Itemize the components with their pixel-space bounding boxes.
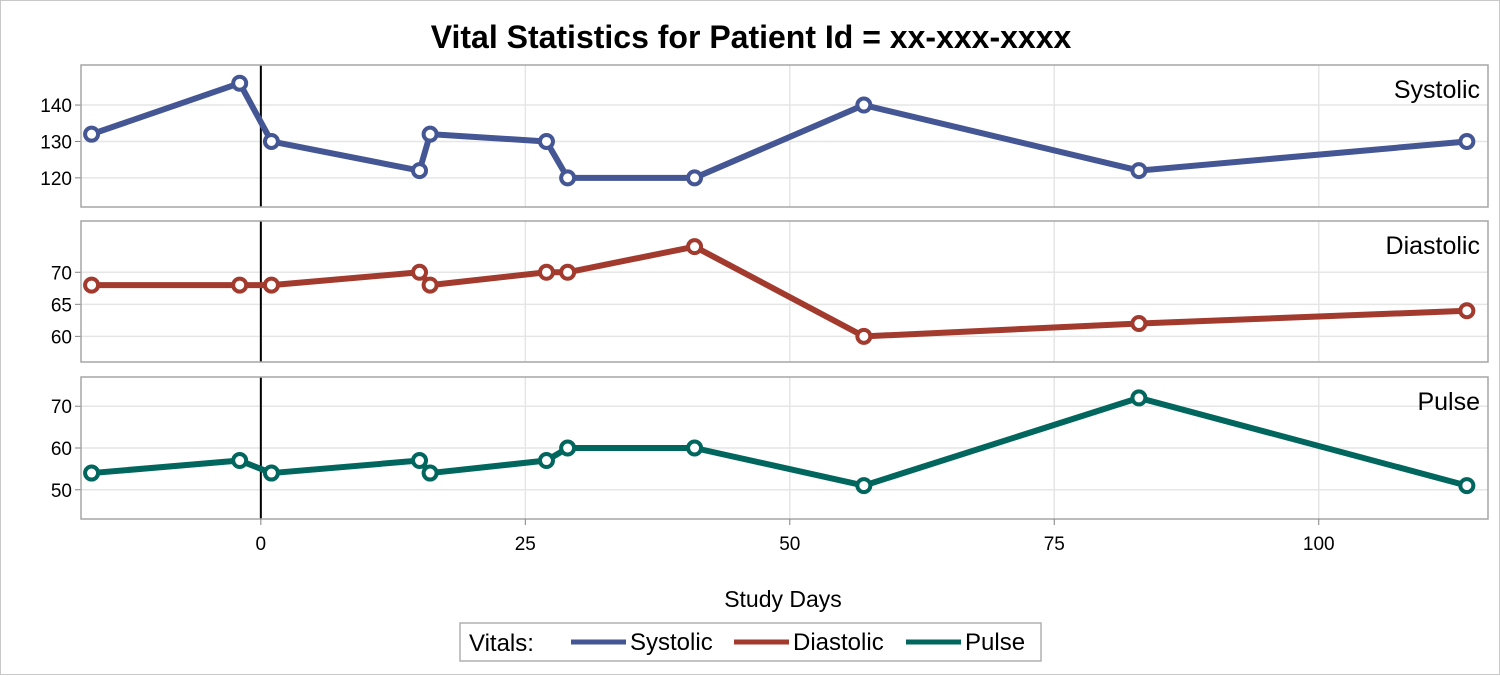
panels: 120 130 140 Systolic 60 65 70 Diastolic 50 60 70 Pu… [40, 64, 1489, 520]
data-point-systolic [1130, 162, 1148, 180]
data-point-diastolic [262, 276, 280, 294]
x-tick-label: 0 [256, 534, 267, 555]
data-point-systolic [559, 169, 577, 187]
data-point-diastolic [83, 276, 101, 294]
data-point-systolic [1458, 132, 1476, 150]
legend-label-diastolic: Diastolic [793, 629, 884, 656]
data-point-pulse [1458, 477, 1476, 495]
x-tick-label: 75 [1044, 534, 1065, 555]
data-point-pulse [686, 439, 704, 457]
data-point-pulse [537, 452, 555, 470]
data-point-diastolic [1458, 302, 1476, 320]
y-tick-label: 130 [40, 132, 72, 153]
legend-title: Vitals: [469, 630, 534, 657]
data-point-diastolic [559, 263, 577, 281]
panel-label-systolic: Systolic [1394, 76, 1480, 104]
x-axis-label: Study Days [724, 586, 842, 612]
data-point-systolic [537, 132, 555, 150]
data-point-systolic [855, 96, 873, 114]
data-point-diastolic [421, 276, 439, 294]
panel-pulse: 50 60 70 Pulse [51, 376, 1489, 520]
y-tick-label: 60 [51, 327, 72, 348]
data-point-diastolic [537, 263, 555, 281]
y-tick-label: 65 [51, 295, 72, 316]
data-point-systolic [686, 169, 704, 187]
data-point-diastolic [231, 276, 249, 294]
legend-label-pulse: Pulse [965, 629, 1025, 656]
data-point-systolic [411, 162, 429, 180]
panel-label-diastolic: Diastolic [1386, 232, 1480, 260]
panel-label-pulse: Pulse [1417, 388, 1480, 416]
x-axis-ticks: 0 25 50 75 100 [256, 519, 1335, 555]
data-point-pulse [421, 464, 439, 482]
data-point-systolic [421, 125, 439, 143]
x-tick-label: 100 [1303, 534, 1335, 555]
y-tick-label: 140 [40, 96, 72, 117]
series-line-diastolic [88, 243, 1470, 340]
series-line-pulse [88, 394, 1470, 489]
data-point-pulse [855, 477, 873, 495]
y-tick-label: 120 [40, 169, 72, 190]
data-point-pulse [262, 464, 280, 482]
data-point-pulse [231, 452, 249, 470]
data-point-diastolic [1130, 315, 1148, 333]
legend: Vitals: Systolic Diastolic Pulse [459, 622, 1042, 662]
x-tick-label: 25 [515, 534, 536, 555]
panel-diastolic: 60 65 70 Diastolic [51, 220, 1489, 363]
data-point-diastolic [686, 238, 704, 256]
chart-title: Vital Statistics for Patient Id = xx-xxx… [431, 19, 1072, 55]
data-point-pulse [559, 439, 577, 457]
data-point-pulse [411, 452, 429, 470]
data-point-pulse [83, 464, 101, 482]
y-tick-label: 50 [51, 481, 72, 502]
data-point-systolic [83, 125, 101, 143]
y-tick-label: 60 [51, 439, 72, 460]
data-point-systolic [231, 74, 249, 92]
data-point-pulse [1130, 389, 1148, 407]
y-tick-label: 70 [51, 263, 72, 284]
y-tick-label: 70 [51, 397, 72, 418]
legend-label-systolic: Systolic [630, 629, 713, 656]
data-point-diastolic [855, 327, 873, 345]
x-tick-label: 50 [779, 534, 800, 555]
panel-frame [80, 220, 1489, 363]
panel-frame [80, 376, 1489, 520]
panel-frame [80, 64, 1489, 208]
data-point-diastolic [411, 263, 429, 281]
series-line-systolic [88, 80, 1470, 181]
panel-systolic: 120 130 140 Systolic [40, 64, 1489, 208]
data-point-systolic [262, 132, 280, 150]
